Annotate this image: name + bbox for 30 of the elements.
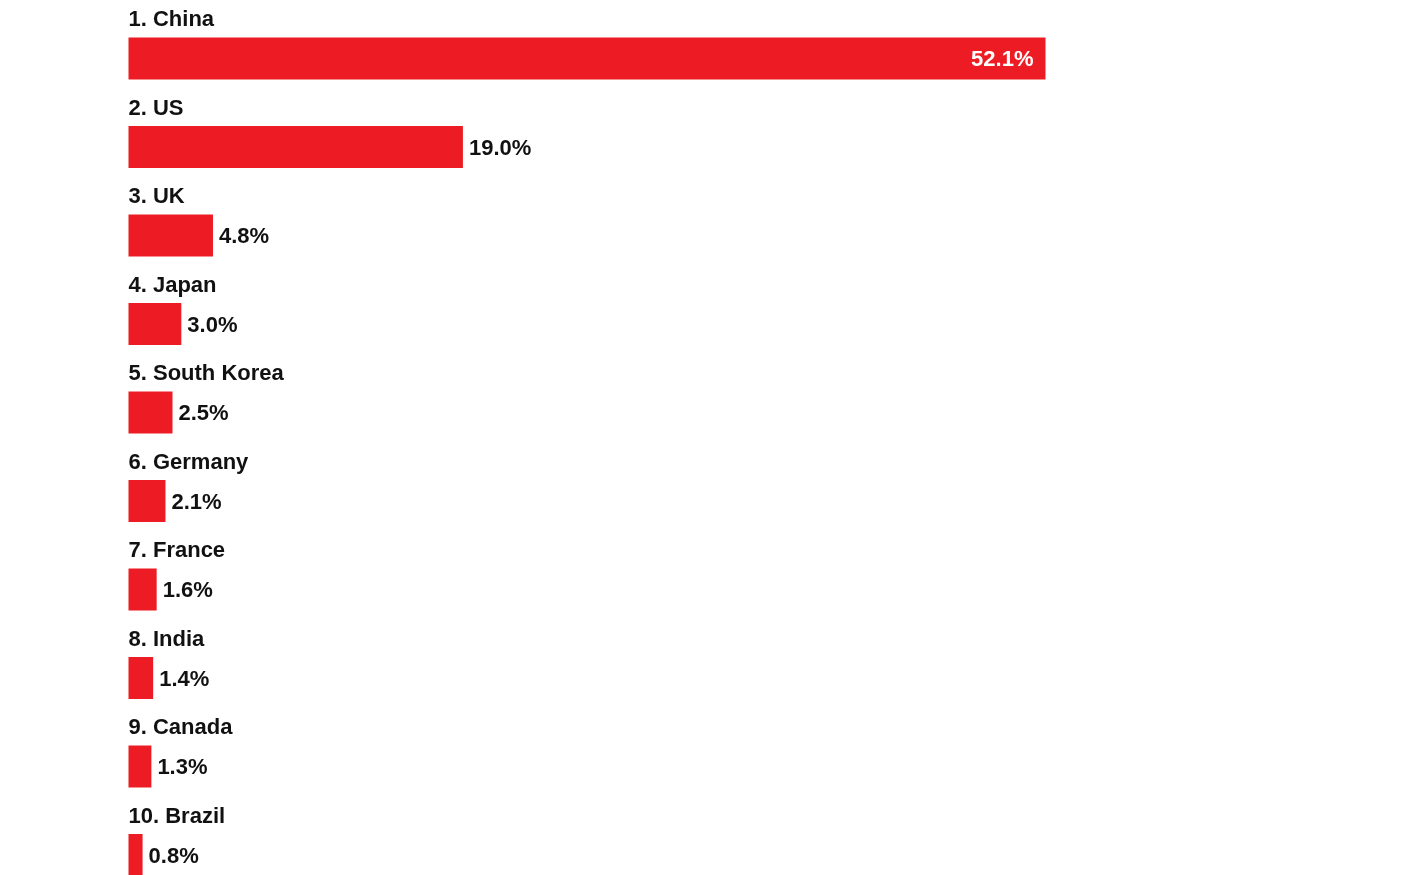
- y-tick-label: 7. France: [128, 537, 226, 562]
- data-label: 4.8%: [218, 223, 270, 248]
- y-tick-label: 5. South Korea: [128, 360, 285, 385]
- y-tick-label: 3. UK: [128, 183, 185, 208]
- bar: [128, 214, 213, 257]
- bar: [128, 126, 463, 168]
- bar: [128, 391, 173, 434]
- bar: [128, 37, 1046, 80]
- data-label: 1.6%: [162, 577, 213, 602]
- y-tick-label: 4. Japan: [128, 271, 217, 297]
- data-label: 1.3%: [157, 754, 208, 779]
- data-label: 2.1%: [171, 488, 222, 514]
- bar: [128, 480, 166, 522]
- bar: [128, 568, 157, 611]
- data-label: 2.5%: [178, 400, 229, 425]
- data-label: 3.0%: [187, 311, 238, 337]
- bar: [128, 657, 154, 699]
- bar: [128, 303, 182, 345]
- y-tick-label: 9. Canada: [128, 714, 234, 739]
- data-label: 19.0%: [468, 134, 532, 160]
- y-tick-label: 10. Brazil: [128, 802, 226, 828]
- data-label: 1.4%: [159, 665, 210, 691]
- bar: [128, 745, 152, 788]
- data-label: 52.1%: [971, 46, 1034, 71]
- y-tick-label: 8. India: [128, 625, 206, 651]
- y-tick-label: 6. Germany: [128, 448, 250, 474]
- y-tick-label: 1. China: [128, 6, 215, 31]
- y-tick-label: 2. US: [128, 94, 184, 120]
- bar: [128, 834, 143, 875]
- data-label: 0.8%: [148, 842, 199, 868]
